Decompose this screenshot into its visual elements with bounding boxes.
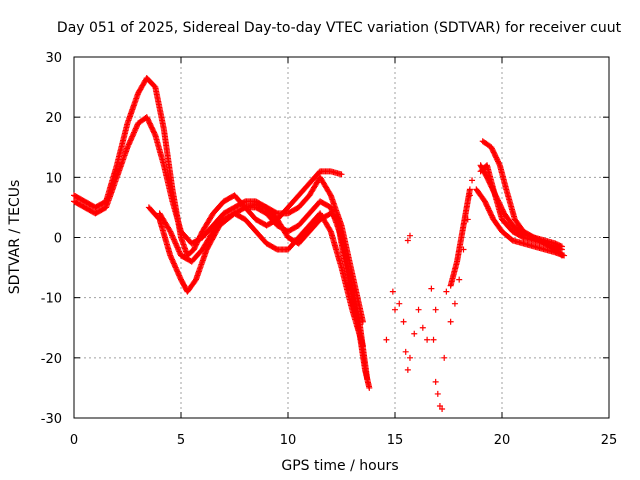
data-point <box>557 251 564 258</box>
data-point <box>406 354 413 361</box>
data-point <box>327 227 334 234</box>
series-track-j <box>477 162 565 259</box>
data-marks <box>71 75 568 412</box>
data-point <box>400 318 407 325</box>
data-point <box>451 300 458 307</box>
data-point <box>558 243 565 250</box>
data-point <box>383 336 390 343</box>
data-point <box>439 405 446 412</box>
y-tick-label: -10 <box>41 292 62 307</box>
chart-title: Day 051 of 2025, Sidereal Day-to-day VTE… <box>57 20 622 36</box>
data-point <box>447 318 454 325</box>
data-point <box>466 186 473 193</box>
data-point <box>402 348 409 355</box>
y-tick-label: -20 <box>41 352 62 367</box>
data-point <box>428 285 435 292</box>
y-tick-label: 0 <box>54 232 62 247</box>
y-tick-label: -30 <box>41 412 62 427</box>
data-point <box>557 242 564 249</box>
y-axis-label: SDTVAR / TECUs <box>7 180 23 295</box>
x-tick-labels: 0 5 10 15 20 25 <box>70 433 617 448</box>
data-point <box>166 227 173 234</box>
data-point <box>392 306 398 313</box>
data-point <box>434 390 441 397</box>
data-point <box>424 336 431 343</box>
y-tick-label: 30 <box>45 51 62 66</box>
data-point <box>327 191 334 198</box>
y-tick-label: 10 <box>45 171 62 186</box>
data-point <box>432 378 439 385</box>
x-tick-label: 10 <box>280 433 297 448</box>
data-point <box>404 366 411 373</box>
axis-ticks <box>73 56 610 419</box>
data-point <box>406 232 413 239</box>
data-point <box>443 288 450 295</box>
data-point <box>430 336 437 343</box>
x-tick-label: 5 <box>177 433 185 448</box>
x-axis-label: GPS time / hours <box>281 458 398 474</box>
x-tick-label: 20 <box>494 433 511 448</box>
data-point <box>415 306 422 313</box>
data-point <box>366 384 373 391</box>
data-point <box>432 306 439 313</box>
y-tick-labels: -30 -20 -10 0 10 20 30 <box>41 51 62 427</box>
data-point <box>558 252 565 259</box>
data-point <box>151 130 158 137</box>
data-point <box>364 375 371 382</box>
data-point <box>460 246 467 253</box>
data-point <box>469 177 476 184</box>
series-gap-scatter <box>383 177 476 412</box>
data-point <box>338 171 345 178</box>
data-point <box>441 354 448 361</box>
data-point <box>419 324 426 331</box>
data-point <box>496 161 503 168</box>
x-tick-label: 25 <box>601 433 618 448</box>
data-point <box>389 288 396 295</box>
x-tick-label: 15 <box>387 433 404 448</box>
data-point <box>436 402 443 409</box>
y-tick-label: 20 <box>45 111 62 126</box>
series-track-d <box>156 210 366 349</box>
series-track-f <box>447 186 473 289</box>
series-track-e <box>242 198 371 382</box>
data-point <box>456 276 463 283</box>
data-point <box>404 237 411 244</box>
data-point <box>396 300 403 307</box>
data-point <box>411 330 418 337</box>
x-tick-label: 0 <box>70 433 78 448</box>
